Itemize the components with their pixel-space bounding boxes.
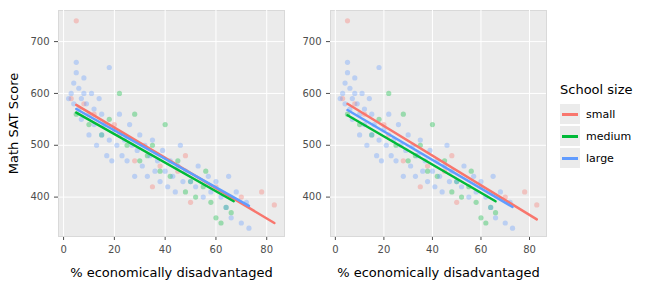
svg-text:500: 500 xyxy=(30,139,49,150)
svg-text:500: 500 xyxy=(302,139,321,150)
svg-text:700: 700 xyxy=(302,36,321,47)
html-text:large: large xyxy=(586,151,614,165)
svg-text:600: 600 xyxy=(30,88,49,99)
svg-text:40: 40 xyxy=(426,244,439,255)
svg-text:60: 60 xyxy=(210,244,223,255)
html-text:School size: School size xyxy=(560,82,633,97)
svg-text:400: 400 xyxy=(30,191,49,202)
html-text:medium: medium xyxy=(586,129,632,143)
svg-text:80: 80 xyxy=(523,244,536,255)
svg-text:0: 0 xyxy=(60,244,66,255)
svg-text:Math SAT Score: Math SAT Score xyxy=(6,73,21,175)
svg-text:40: 40 xyxy=(159,244,172,255)
html-text:small: small xyxy=(586,107,616,121)
svg-text:20: 20 xyxy=(378,244,391,255)
svg-text:% economically disadvantaged: % economically disadvantaged xyxy=(70,265,273,280)
svg-text:600: 600 xyxy=(302,88,321,99)
svg-text:0: 0 xyxy=(332,244,338,255)
svg-text:80: 80 xyxy=(260,244,273,255)
svg-text:400: 400 xyxy=(302,191,321,202)
svg-text:% economically disadvantaged: % economically disadvantaged xyxy=(337,265,540,280)
svg-text:700: 700 xyxy=(30,36,49,47)
svg-text:20: 20 xyxy=(108,244,121,255)
svg-text:60: 60 xyxy=(475,244,488,255)
